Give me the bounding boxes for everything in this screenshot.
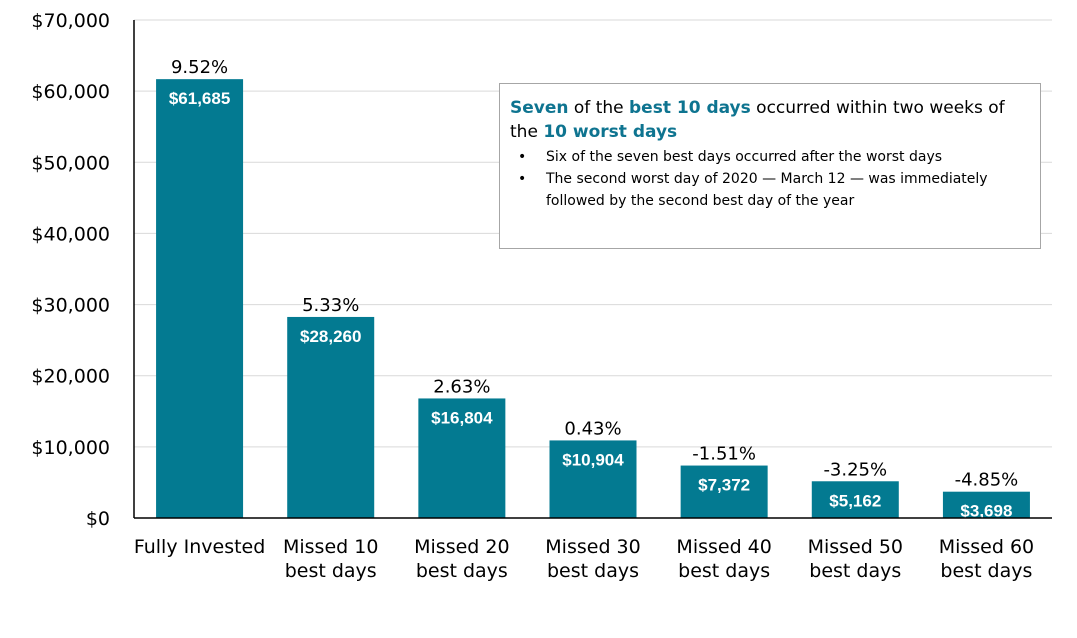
bar (156, 79, 244, 519)
y-tick-label: $10,000 (31, 437, 110, 459)
bar-return-label: 5.33% (302, 295, 359, 316)
x-tick-label: best days (547, 560, 639, 582)
bars: $61,685 9.52% $28,260 5.33% $16,804 2.63% $10,… (156, 57, 1030, 521)
y-tick-label: $60,000 (31, 81, 110, 103)
callout-text-2: occurred within two weeks of the (510, 98, 1005, 142)
bar-return-label: -3.25% (823, 459, 887, 480)
callout-highlight-worst-days: 10 worst days (543, 122, 678, 142)
x-tick-label: Fully Invested (134, 536, 265, 558)
bar-return-label: 9.52% (171, 57, 228, 78)
x-tick-label: Missed 30 (545, 536, 640, 558)
bar-value-label: $10,904 (562, 450, 624, 469)
bar-return-label: 2.63% (433, 376, 490, 397)
bar-value-label: $28,260 (300, 327, 361, 346)
x-tick-label: Missed 40 (676, 536, 771, 558)
bar (549, 440, 637, 518)
bar (287, 316, 375, 518)
bar-value-label: $5,162 (829, 491, 881, 510)
bar (680, 465, 768, 518)
x-tick-label: best days (940, 560, 1032, 582)
bullet-icon: • (518, 171, 527, 187)
x-tick-label: best days (809, 560, 901, 582)
y-tick-label: $50,000 (31, 152, 110, 174)
callout-bullet-item: • The second worst day of 2020 — March 12… (518, 168, 1030, 212)
callout-text-1: of the (568, 98, 629, 118)
bar-return-label: -1.51% (692, 444, 756, 465)
y-tick-label: $0 (86, 508, 110, 530)
bar-return-label: -4.85% (955, 470, 1019, 491)
bar-return-label: 0.43% (564, 418, 621, 439)
y-tick-label: $30,000 (31, 295, 110, 317)
bar-value-label: $16,804 (431, 408, 493, 427)
x-tick-label: best days (285, 560, 377, 582)
y-tick-label: $70,000 (31, 10, 110, 32)
bar (418, 398, 506, 518)
x-tick-label: Missed 20 (414, 536, 509, 558)
y-axis-ticks: $0 $10,000 $20,000 $30,000 $40,000 $50,000 $60… (31, 10, 110, 530)
y-tick-label: $40,000 (31, 223, 110, 245)
callout-bullet-text: The second worst day of 2020 — March 12 … (546, 171, 988, 209)
bullet-icon: • (518, 149, 527, 165)
callout-bullets: • Six of the seven best days occurred aft… (510, 146, 1030, 212)
x-tick-label: Missed 10 (283, 536, 378, 558)
bar (942, 491, 1030, 518)
callout-bullet-item: • Six of the seven best days occurred aft… (518, 146, 1030, 168)
x-tick-label: best days (416, 560, 508, 582)
x-tick-label: Missed 50 (808, 536, 903, 558)
bar-value-label: $7,372 (698, 476, 750, 495)
callout-bullet-text: Six of the seven best days occurred afte… (546, 149, 943, 165)
callout-box: Seven of the best 10 days occurred withi… (499, 83, 1041, 249)
callout-headline: Seven of the best 10 days occurred withi… (510, 96, 1030, 144)
bar-value-label: $61,685 (169, 89, 230, 108)
callout-highlight-best-days: best 10 days (629, 98, 751, 118)
bar (811, 481, 899, 518)
callout-highlight-seven: Seven (510, 98, 569, 118)
y-tick-label: $20,000 (31, 366, 110, 388)
x-tick-label: best days (678, 560, 770, 582)
bar-value-label: $3,698 (960, 502, 1012, 521)
x-tick-label: Missed 60 (939, 536, 1034, 558)
